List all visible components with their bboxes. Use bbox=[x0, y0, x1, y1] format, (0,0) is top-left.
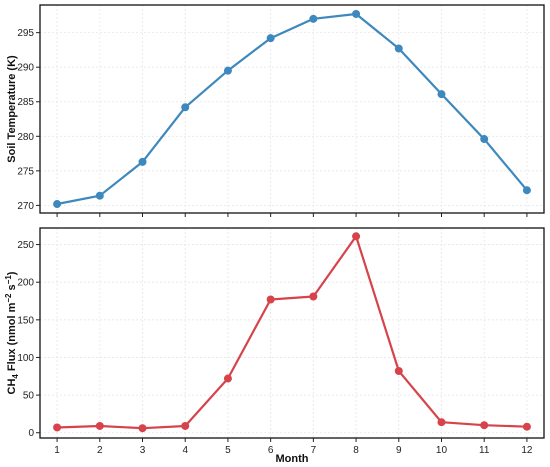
temperature-x-ticks bbox=[56, 213, 528, 217]
methane-data-point bbox=[95, 421, 104, 430]
month-x-tick-label: 7 bbox=[311, 445, 317, 456]
temperature-y-axis: 270 275 280 285 290 295 bbox=[17, 28, 40, 212]
methane-y-tick-label: 50 bbox=[23, 391, 35, 402]
temperature-y-tick-label: 295 bbox=[17, 28, 34, 39]
methane-data-point bbox=[53, 423, 62, 432]
temperature-y-tick-label: 280 bbox=[17, 132, 34, 143]
temperature-data-point bbox=[437, 90, 446, 99]
methane-series-line bbox=[57, 235, 527, 430]
temperature-series bbox=[53, 9, 531, 209]
temperature-data-point bbox=[352, 9, 361, 18]
month-x-tick-label: 6 bbox=[268, 445, 274, 456]
month-x-tick-label: 11 bbox=[479, 445, 490, 456]
month-x-tick-label: 4 bbox=[182, 445, 188, 456]
temperature-data-point bbox=[394, 44, 403, 53]
methane-y-tick-label: 150 bbox=[17, 315, 34, 326]
temperature-data-point bbox=[223, 66, 232, 75]
methane-data-point bbox=[522, 422, 531, 431]
methane-y-tick-label: 100 bbox=[17, 353, 34, 364]
temperature-y-tick-label: 290 bbox=[17, 63, 34, 74]
temperature-data-point bbox=[53, 200, 62, 209]
methane-y-tick-label: 200 bbox=[17, 278, 34, 289]
month-x-tick-label: 3 bbox=[140, 445, 146, 456]
temperature-panel: 270 275 280 285 290 295 Soil Temperature (K) bbox=[6, 4, 545, 217]
methane-data-point bbox=[437, 418, 446, 427]
methane-data-point bbox=[266, 295, 275, 304]
month-x-tick-label: 5 bbox=[225, 445, 231, 456]
month-x-tick-label: 10 bbox=[436, 445, 448, 456]
temperature-data-point bbox=[480, 135, 489, 144]
methane-y-axis-label: CH4 Flux (nmol m−2 s−1) bbox=[4, 271, 20, 394]
methane-data-point bbox=[223, 374, 232, 383]
methane-data-point bbox=[480, 421, 489, 430]
methane-data-point bbox=[309, 292, 318, 301]
month-x-tick-label: 9 bbox=[396, 445, 402, 456]
temperature-data-point bbox=[522, 186, 531, 195]
temperature-y-axis-label: Soil Temperature (K) bbox=[6, 55, 18, 163]
month-x-axis-label: Month bbox=[276, 453, 309, 465]
methane-data-point bbox=[394, 367, 403, 376]
methane-data-point bbox=[181, 421, 190, 430]
methane-series bbox=[53, 232, 531, 433]
temperature-series-line bbox=[56, 12, 528, 206]
methane-y-tick-label: 0 bbox=[28, 428, 34, 439]
temperature-data-point bbox=[181, 103, 190, 112]
temperature-y-tick-label: 270 bbox=[17, 201, 34, 212]
methane-y-tick-label: 250 bbox=[17, 240, 34, 251]
temperature-grid bbox=[40, 5, 544, 213]
methane-plot-frame bbox=[39, 227, 545, 439]
temperature-data-point bbox=[309, 14, 318, 23]
temperature-data-point bbox=[266, 34, 275, 43]
month-x-tick-label: 2 bbox=[97, 445, 103, 456]
temperature-y-tick-label: 275 bbox=[17, 166, 34, 177]
month-x-tick-label: 12 bbox=[521, 445, 533, 456]
methane-data-point bbox=[138, 424, 147, 433]
month-x-tick-label: 8 bbox=[353, 445, 359, 456]
methane-data-point bbox=[352, 232, 361, 241]
methane-grid bbox=[40, 228, 544, 438]
temperature-y-tick-label: 285 bbox=[17, 97, 34, 108]
temperature-plot-frame bbox=[39, 4, 545, 214]
temperature-data-point bbox=[138, 157, 147, 166]
month-x-axis: 1 2 3 4 5 6 7 8 9 10 11 12 bbox=[54, 438, 533, 456]
methane-y-axis: 0 50 100 150 200 250 bbox=[17, 240, 40, 439]
temperature-data-point bbox=[95, 191, 104, 200]
month-x-tick-label: 1 bbox=[54, 445, 60, 456]
